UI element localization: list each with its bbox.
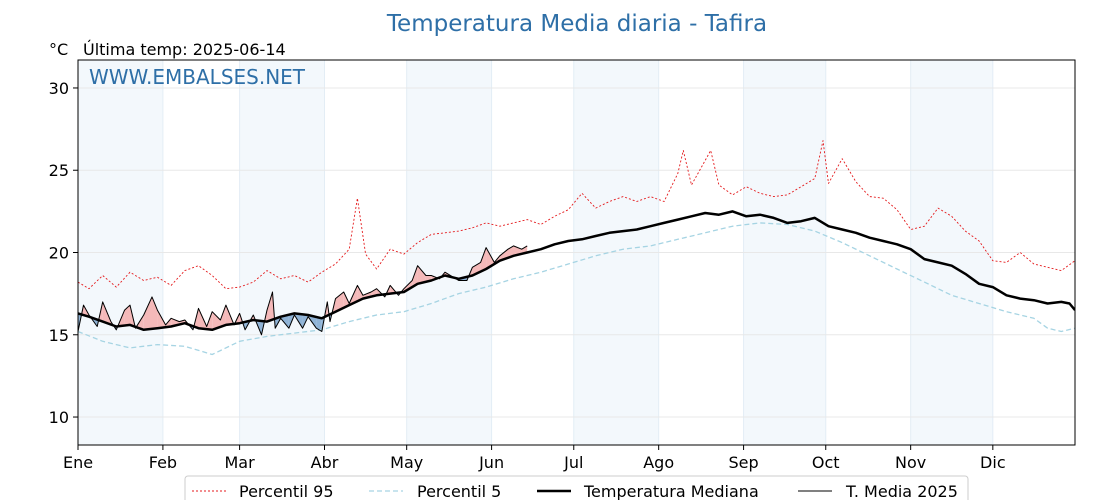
- above-median-fill: [335, 292, 344, 312]
- x-tick-label: Oct: [812, 453, 840, 472]
- x-tick-label: Jun: [478, 453, 504, 472]
- legend-label: Percentil 95: [239, 482, 334, 500]
- unit-label: °C: [49, 40, 68, 59]
- legend-label: Percentil 5: [417, 482, 501, 500]
- y-tick-label: 20: [49, 244, 69, 263]
- below-median-fill: [316, 317, 322, 332]
- x-tick-label: Mar: [225, 453, 256, 472]
- x-tick-label: Sep: [729, 453, 759, 472]
- x-tick-label: Nov: [895, 453, 926, 472]
- x-tick-label: Abr: [311, 453, 339, 472]
- series-line-percentil-5: [78, 222, 1075, 356]
- above-median-fill: [412, 265, 418, 288]
- above-median-fill: [480, 247, 487, 272]
- above-median-fill: [124, 305, 130, 326]
- x-tick-label: May: [390, 453, 423, 472]
- y-tick-label: 15: [49, 326, 69, 345]
- y-tick-label: 30: [49, 79, 69, 98]
- legend-label: Temperatura Mediana: [583, 482, 759, 500]
- x-tick-label: Dic: [980, 453, 1006, 472]
- series-lines: [78, 140, 1075, 356]
- grid-lines: [77, 60, 1075, 445]
- below-median-fill: [280, 314, 289, 329]
- x-tick-label: Jul: [563, 453, 583, 472]
- watermark: WWW.EMBALSES.NET: [89, 65, 306, 89]
- legend-label: T. Media 2025: [845, 482, 958, 500]
- x-tick-label: Ene: [63, 453, 93, 472]
- series-line-percentil-95: [78, 140, 1075, 290]
- above-median-fill: [417, 265, 426, 284]
- x-tick-label: Ago: [643, 453, 674, 472]
- x-axis: Ene Feb Mar Abr May Jun Jul Ago Sep Oct Nov Dic: [63, 445, 1006, 472]
- above-median-fill: [152, 296, 158, 329]
- above-median-fill: [143, 296, 152, 330]
- chart-title: Temperatura Media diaria - Tafira: [386, 11, 767, 37]
- y-tick-label: 25: [49, 161, 69, 180]
- y-tick-label: 10: [49, 408, 69, 427]
- above-median-fill: [212, 311, 221, 330]
- x-tick-label: Feb: [149, 453, 177, 472]
- series-line-temperatura-mediana: [78, 210, 1075, 332]
- legend: Percentil 95 Percentil 5 Temperatura Media…: [184, 475, 969, 500]
- y-axis: 10 15 20 25 30: [49, 79, 78, 427]
- last-temp-label: Última temp: 2025-06-14: [83, 40, 286, 59]
- above-median-fill: [403, 280, 413, 292]
- above-median-fill: [486, 247, 495, 269]
- series-line-t-media-2025: [78, 245, 528, 336]
- above-median-fill: [357, 285, 363, 302]
- above-median-fill: [267, 292, 273, 322]
- legend-box: [184, 475, 969, 500]
- above-median-fill: [220, 305, 226, 327]
